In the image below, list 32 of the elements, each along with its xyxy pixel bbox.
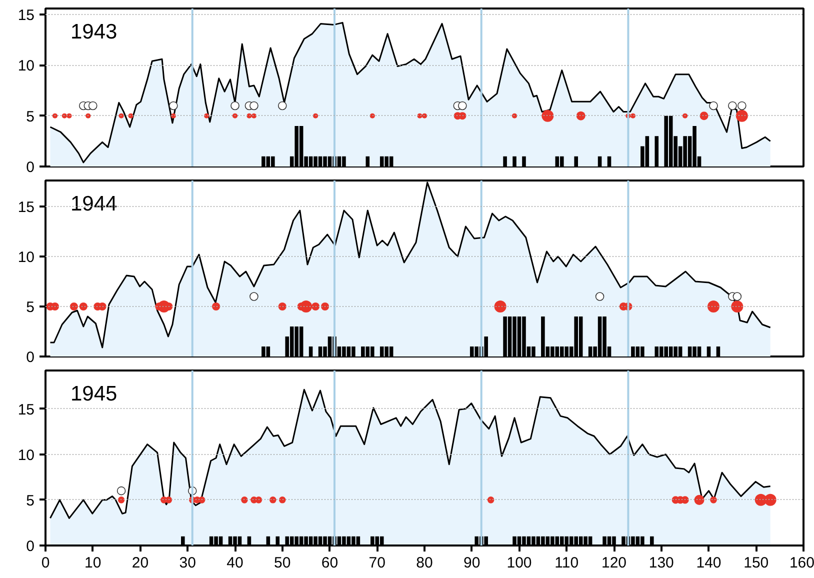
y-tick-label: 0 bbox=[26, 538, 34, 555]
y-tick-label: 10 bbox=[18, 446, 35, 464]
y-tick-label: 10 bbox=[18, 58, 35, 75]
x-tick-label: 20 bbox=[132, 554, 149, 572]
x-tick-label: 0 bbox=[41, 554, 50, 572]
text: 1945 bbox=[70, 382, 118, 406]
y-tick-label: 0 bbox=[26, 349, 34, 366]
text: 1943 bbox=[70, 20, 118, 44]
y-tick-label: 5 bbox=[26, 299, 34, 316]
x-tick-label: 40 bbox=[226, 554, 244, 572]
x-tick-label: 10 bbox=[84, 554, 102, 572]
x-tick-label: 160 bbox=[789, 554, 814, 572]
x-tick-label: 90 bbox=[464, 554, 480, 572]
x-tick-label: 110 bbox=[554, 554, 579, 572]
y-tick-label: 10 bbox=[18, 249, 35, 266]
y-tick-label: 15 bbox=[18, 401, 35, 418]
y-tick-label: 5 bbox=[26, 108, 34, 126]
x-tick-label: 60 bbox=[321, 554, 338, 572]
x-tick-label: 100 bbox=[506, 554, 532, 572]
x-tick-label: 50 bbox=[274, 554, 291, 572]
y-tick-label: 15 bbox=[18, 199, 35, 216]
y-tick-label: 15 bbox=[18, 7, 35, 24]
x-tick-label: 70 bbox=[368, 554, 386, 572]
y-tick-label: 5 bbox=[26, 492, 34, 510]
x-tick-label: 30 bbox=[179, 554, 196, 572]
text: 1944 bbox=[70, 192, 118, 216]
x-tick-label: 150 bbox=[744, 554, 769, 572]
x-tick-label: 120 bbox=[601, 554, 627, 572]
x-tick-label: 140 bbox=[696, 554, 722, 572]
y-tick-label: 0 bbox=[26, 159, 34, 176]
x-tick-label: 130 bbox=[648, 554, 674, 572]
x-tick-label: 80 bbox=[416, 554, 433, 572]
